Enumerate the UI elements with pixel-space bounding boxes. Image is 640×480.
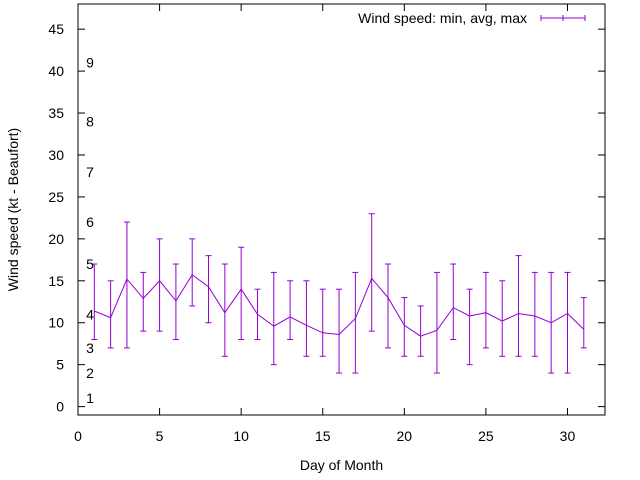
x-tick-label: 0 xyxy=(74,428,82,444)
y-tick-label: 45 xyxy=(48,21,64,37)
y-tick-label: 30 xyxy=(48,147,64,163)
y-axis-label: Wind speed (kt - Beaufort) xyxy=(5,128,21,291)
y-tick-label: 25 xyxy=(48,189,64,205)
y-tick-label: 10 xyxy=(48,315,64,331)
y-tick-label: 35 xyxy=(48,105,64,121)
beaufort-label: 9 xyxy=(86,55,94,71)
series-layer xyxy=(91,213,587,374)
beaufort-label: 4 xyxy=(86,306,94,322)
beaufort-label: 8 xyxy=(86,113,94,129)
y-tick-label: 20 xyxy=(48,231,64,247)
beaufort-label: 5 xyxy=(86,256,94,272)
beaufort-label: 3 xyxy=(86,340,94,356)
y-tick-label: 5 xyxy=(56,357,64,373)
beaufort-label: 6 xyxy=(86,214,94,230)
legend: Wind speed: min, avg, max xyxy=(358,10,586,26)
y-tick-label: 0 xyxy=(56,399,64,415)
legend-key xyxy=(540,15,586,21)
tick-marks xyxy=(77,4,605,415)
beaufort-label: 2 xyxy=(86,365,94,381)
x-tick-label: 15 xyxy=(315,428,331,444)
beaufort-label: 1 xyxy=(86,390,94,406)
beaufort-label: 7 xyxy=(86,164,94,180)
y-tick-label: 15 xyxy=(48,273,64,289)
legend-label: Wind speed: min, avg, max xyxy=(358,10,527,26)
y-tick-label: 40 xyxy=(48,63,64,79)
x-tick-label: 25 xyxy=(478,428,494,444)
x-tick-label: 10 xyxy=(233,428,249,444)
x-tick-label: 5 xyxy=(156,428,164,444)
x-axis-label: Day of Month xyxy=(300,457,383,473)
x-tick-label: 30 xyxy=(560,428,576,444)
x-tick-label: 20 xyxy=(397,428,413,444)
plot-frame xyxy=(77,3,606,416)
